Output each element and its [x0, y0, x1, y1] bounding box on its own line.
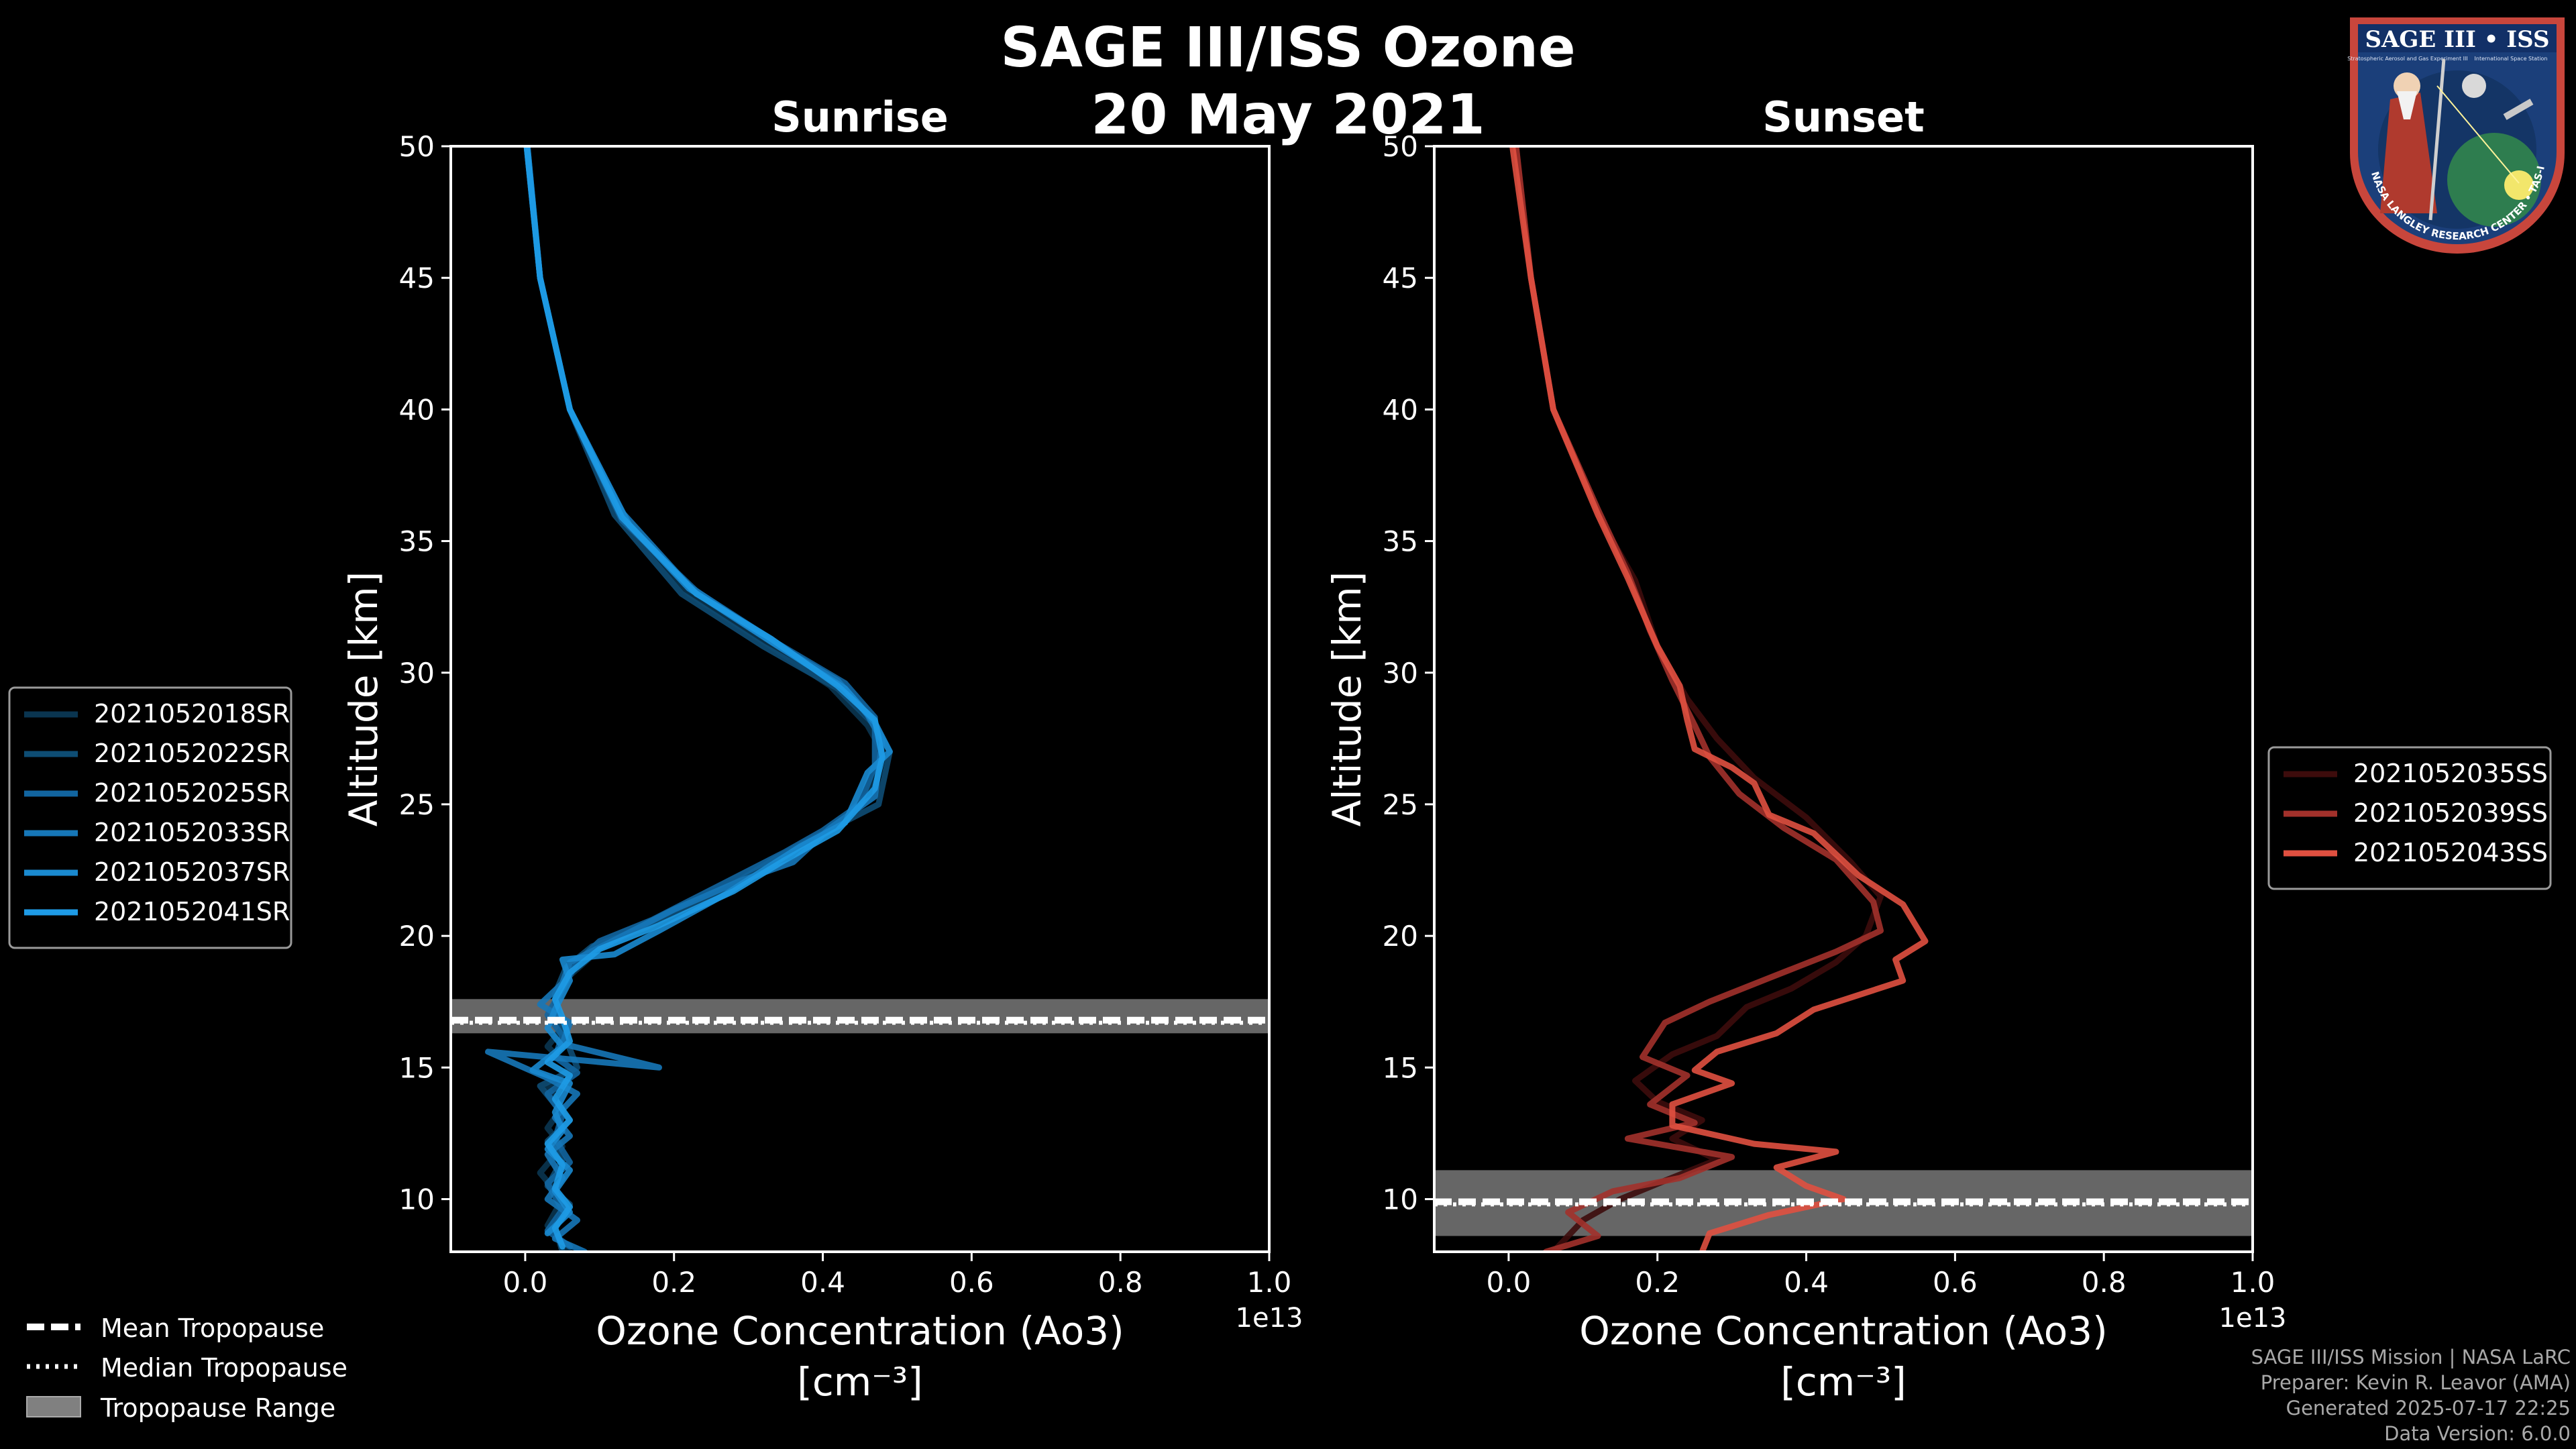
legend-label-2021052037SR: 2021052037SR	[94, 857, 290, 887]
figure-title-line-2: 20 May 2021	[1091, 83, 1485, 147]
legend-range-tropopause-label: Tropopause Range	[100, 1393, 335, 1423]
sunset-x-tick-label: 0.8	[2082, 1266, 2127, 1299]
sunrise-legend-box	[8, 686, 292, 949]
figure-title-line-1: SAGE III/ISS Ozone	[1000, 16, 1576, 80]
sunrise-x-axis-units: [cm⁻³]	[797, 1359, 923, 1405]
logo-figure-beard	[2397, 91, 2417, 119]
legend-label-2021052043SS: 2021052043SS	[2353, 838, 2548, 867]
footer-data-version: Data Version: 6.0.0	[2384, 1422, 2571, 1445]
series-line-2021052022SR	[523, 146, 893, 1252]
sunset-y-axis-label: Altitude [km]	[1324, 572, 1370, 826]
footer-preparer: Preparer: Kevin R. Leavor (AMA)	[2260, 1371, 2571, 1394]
sunset-x-axis-units: [cm⁻³]	[1780, 1359, 1907, 1405]
footer-mission: SAGE III/ISS Mission | NASA LaRC	[2251, 1346, 2571, 1368]
sunrise-series-group	[485, 146, 893, 1252]
legend-label-2021052022SR: 2021052022SR	[94, 739, 290, 768]
sunrise-x-tick-label: 0.2	[651, 1266, 696, 1299]
sunrise-y-tick-label: 25	[399, 788, 435, 821]
legend-label-2021052035SS: 2021052035SS	[2353, 759, 2548, 788]
legend-label-2021052033SR: 2021052033SR	[94, 818, 290, 847]
legend-label-2021052039SS: 2021052039SS	[2353, 798, 2548, 828]
sunrise-x-tick-label: 0.0	[503, 1266, 548, 1299]
sunset-y-tick-label: 10	[1383, 1183, 1418, 1216]
sunset-x-tick-label: 0.4	[1784, 1266, 1829, 1299]
legend-label-2021052025SR: 2021052025SR	[94, 778, 290, 808]
logo-title: SAGE III • ISS	[2365, 26, 2549, 53]
sunrise-y-tick-label: 35	[399, 525, 435, 558]
sage-iii-iss-mission-logo: SAGE III • ISS Stratospheric Aerosol and…	[2339, 3, 2571, 260]
series-line-2021052043SS	[1509, 146, 1929, 1252]
sunrise-y-tick-label: 30	[399, 657, 435, 690]
logo-earth	[2447, 133, 2541, 227]
sunrise-panel-title: Sunrise	[771, 93, 949, 142]
logo-subtitle-right: International Space Station	[2475, 56, 2548, 62]
sunset-y-tick-label: 35	[1383, 525, 1418, 558]
legend-mean-tropopause-label: Mean Tropopause	[101, 1313, 324, 1343]
sunrise-x-scale-label: 1e13	[1236, 1303, 1303, 1334]
sunset-x-axis-label: Ozone Concentration (Ao3)	[1579, 1308, 2108, 1354]
sunset-x-tick-label: 0.2	[1635, 1266, 1680, 1299]
sunrise-legend: 2021052018SR 2021052022SR 2021052025SR 2021…	[8, 686, 292, 949]
legend-label-2021052018SR: 2021052018SR	[94, 699, 290, 729]
sunset-series-group	[1509, 146, 1929, 1252]
sunrise-axes-frame	[449, 145, 1271, 1253]
sunset-y-tick-label: 40	[1383, 393, 1418, 426]
tropopause-legend: Mean Tropopause Median Tropopause Tropopau…	[26, 1313, 347, 1423]
sunrise-panel: 0.0 0.2 0.4 0.6 0.8 1.0 10 15 20 25 30 35 40 45 50 1e13…	[8, 93, 1303, 1405]
sunset-legend-box	[2267, 746, 2552, 890]
logo-subtitle-left: Stratospheric Aerosol and Gas Experiment…	[2347, 56, 2467, 62]
footer-generated: Generated 2025-07-17 22:25	[2286, 1397, 2571, 1419]
sunset-axes-frame	[1433, 145, 2254, 1253]
sunrise-tropopause-range	[451, 999, 1269, 1034]
sunrise-y-tick-label: 50	[399, 130, 435, 163]
sunset-panel: 0.0 0.2 0.4 0.6 0.8 1.0 10 15 20 25 30 35 40 45 50 1e13…	[1324, 93, 2552, 1405]
legend-median-tropopause-label: Median Tropopause	[101, 1353, 347, 1383]
sunset-y-tick-label: 30	[1383, 657, 1418, 690]
legend-tropopause-range-swatch	[26, 1396, 81, 1417]
sunrise-y-tick-label: 45	[399, 262, 435, 294]
series-line-2021052041SR	[523, 146, 885, 1250]
sunset-x-tick-label: 0.6	[1933, 1266, 1978, 1299]
figure-title: SAGE III/ISS Ozone 20 May 2021	[0, 15, 2576, 149]
sunrise-x-tick-label: 0.6	[949, 1266, 994, 1299]
sunset-y-tick-label: 15	[1383, 1051, 1418, 1084]
logo-space-station	[2503, 99, 2534, 120]
footer-credits: SAGE III/ISS Mission | NASA LaRC Prepare…	[2251, 1344, 2571, 1446]
sunset-y-tick-label: 25	[1383, 788, 1418, 821]
sunset-x-tick-label: 1.0	[2231, 1266, 2275, 1299]
sunrise-y-tick-label: 20	[399, 920, 435, 953]
sunset-panel-title: Sunset	[1762, 93, 1925, 142]
logo-figure-robe	[2380, 93, 2437, 213]
legend-label-2021052041SR: 2021052041SR	[94, 897, 290, 926]
sunset-y-tick-label: 45	[1383, 262, 1418, 294]
sunrise-x-tick-label: 1.0	[1247, 1266, 1292, 1299]
sunrise-y-tick-label: 10	[399, 1183, 435, 1216]
sunset-legend: 2021052035SS 2021052039SS 2021052043SS	[2267, 746, 2552, 890]
series-line-2021052039SS	[1513, 146, 1884, 1252]
series-line-2021052025SR	[524, 146, 878, 1250]
sunset-y-tick-label: 50	[1383, 130, 1418, 163]
sunrise-y-tick-label: 40	[399, 393, 435, 426]
logo-sun	[2504, 170, 2534, 200]
sunrise-y-axis-label: Altitude [km]	[341, 572, 386, 826]
series-line-2021052035SS	[1513, 146, 1884, 1252]
sunset-x-tick-label: 0.0	[1487, 1266, 1532, 1299]
sunrise-x-tick-label: 0.4	[800, 1266, 845, 1299]
logo-moon	[2462, 74, 2486, 98]
sunset-x-scale-label: 1e13	[2219, 1303, 2287, 1334]
sunrise-y-tick-label: 15	[399, 1051, 435, 1084]
series-line-2021052018SR	[523, 146, 885, 1252]
sunrise-x-tick-label: 0.8	[1098, 1266, 1143, 1299]
sunrise-x-axis-label: Ozone Concentration (Ao3)	[596, 1308, 1124, 1354]
sunset-y-tick-label: 20	[1383, 920, 1418, 953]
